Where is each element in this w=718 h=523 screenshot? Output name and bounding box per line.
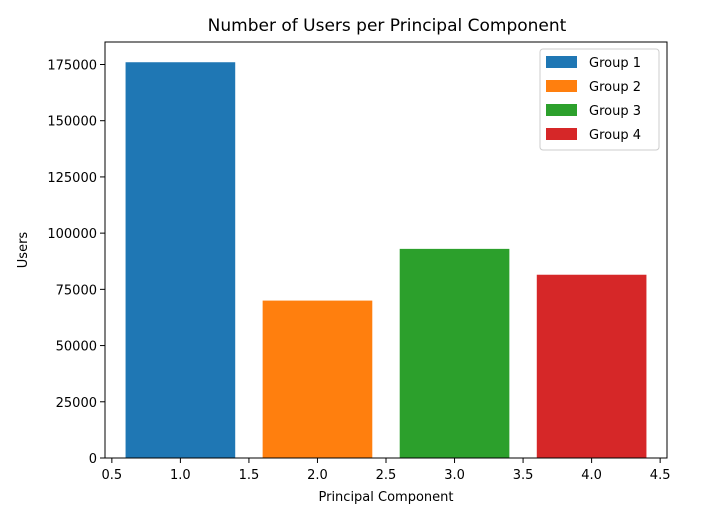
bar-3 (399, 248, 510, 458)
bar-4 (536, 274, 647, 458)
legend-swatch-4 (546, 128, 577, 140)
y-tick-label: 175000 (47, 58, 97, 73)
bars-group (125, 62, 647, 458)
legend-box (539, 48, 660, 151)
x-tick-label: 3.5 (513, 468, 534, 483)
x-tick-label: 3.0 (444, 468, 465, 483)
legend-label-3: Group 3 (589, 104, 641, 119)
y-axis: 0 25000 50000 75000 100000 125000 150000 175000 (47, 58, 105, 467)
y-axis-label: Users (16, 232, 31, 269)
x-axis-label: Principal Component (318, 490, 453, 505)
chart-title: Number of Users per Principal Component (208, 16, 567, 36)
x-tick-label: 4.5 (650, 468, 671, 483)
y-tick-label: 150000 (47, 115, 97, 130)
legend-swatch-1 (546, 56, 577, 68)
legend-label-4: Group 4 (589, 128, 641, 143)
legend-label-1: Group 1 (589, 56, 641, 71)
x-tick-label: 4.0 (581, 468, 602, 483)
x-axis: 0.5 1.0 1.5 2.0 2.5 3.0 3.5 4.0 4.5 (102, 458, 671, 483)
y-tick-label: 50000 (56, 340, 97, 355)
x-tick-label: 1.5 (239, 468, 260, 483)
y-tick-label: 125000 (47, 171, 97, 186)
y-tick-label: 0 (89, 452, 97, 467)
y-tick-label: 100000 (47, 227, 97, 242)
y-tick-label: 75000 (56, 283, 97, 298)
x-tick-label: 0.5 (102, 468, 123, 483)
legend: Group 1 Group 2 Group 3 Group 4 (539, 48, 660, 151)
bar-2 (262, 300, 373, 458)
x-tick-label: 1.0 (170, 468, 191, 483)
y-tick-label: 25000 (56, 396, 97, 411)
x-tick-label: 2.5 (376, 468, 397, 483)
bar-1 (125, 62, 236, 458)
legend-label-2: Group 2 (589, 80, 641, 95)
x-tick-label: 2.0 (307, 468, 328, 483)
legend-swatch-3 (546, 104, 577, 116)
legend-swatch-2 (546, 80, 577, 92)
